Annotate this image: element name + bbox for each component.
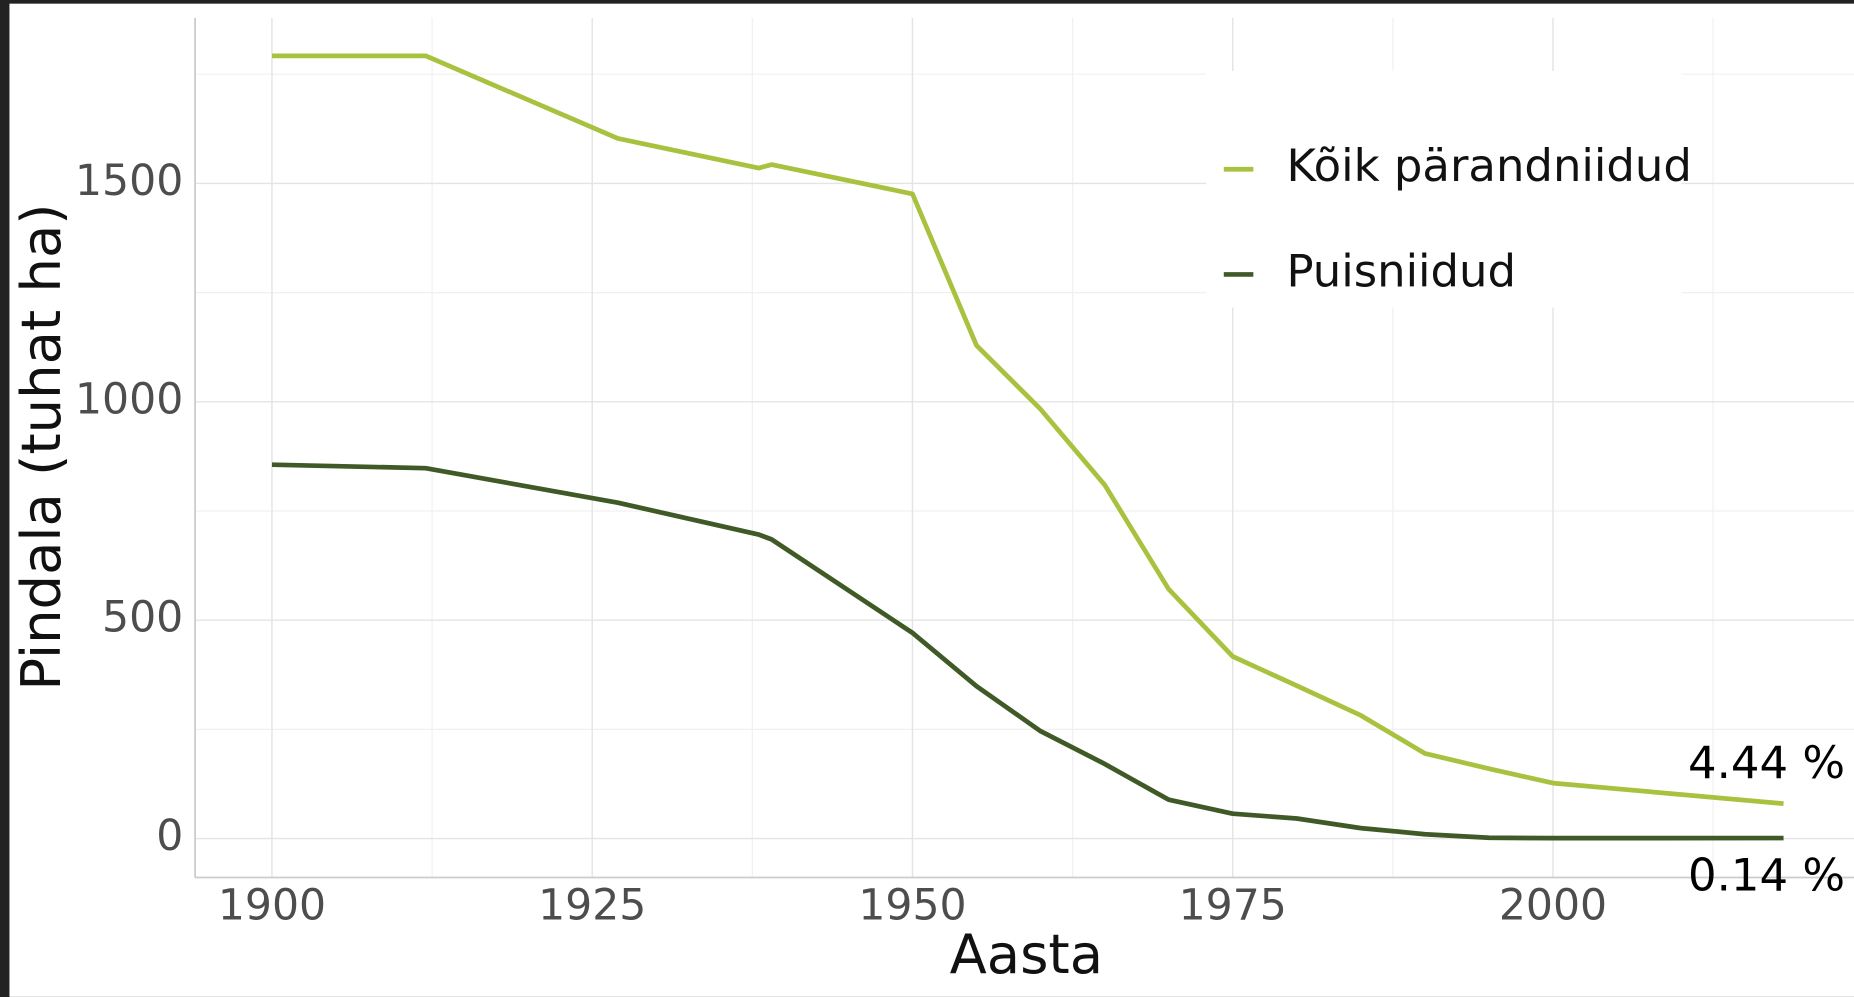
- legend-label: Puisniidud: [1286, 244, 1516, 297]
- y-tick-label: 0: [156, 811, 183, 861]
- grid: 0 500 1000 1500 1900 1925 1950 1975 2000: [75, 17, 1854, 931]
- x-tick-label: 1950: [858, 881, 966, 931]
- x-tick-label: 1925: [538, 881, 646, 931]
- series-line: [271, 462, 1784, 841]
- x-tick-label: 1975: [1179, 881, 1287, 931]
- annotation: 4.44 %: [1688, 736, 1845, 789]
- legend-box: [1206, 71, 1682, 308]
- x-tick-label: 1900: [218, 881, 326, 931]
- legend: Kõik pärandniidud Puisniidud: [1206, 71, 1692, 308]
- y-tick-label: 500: [102, 593, 183, 643]
- series-line: [271, 53, 1784, 806]
- x-axis-title: Aasta: [950, 923, 1104, 986]
- y-axis-title: Pindala (tuhat ha): [10, 204, 73, 691]
- annotation: 0.14 %: [1688, 848, 1845, 901]
- lines: 4.44 % 0.14 %: [271, 53, 1845, 901]
- legend-label: Kõik pärandniidud: [1286, 139, 1691, 192]
- y-tick-label: 1500: [75, 156, 183, 206]
- y-tick-label: 1000: [75, 374, 183, 424]
- x-tick-label: 2000: [1499, 881, 1607, 931]
